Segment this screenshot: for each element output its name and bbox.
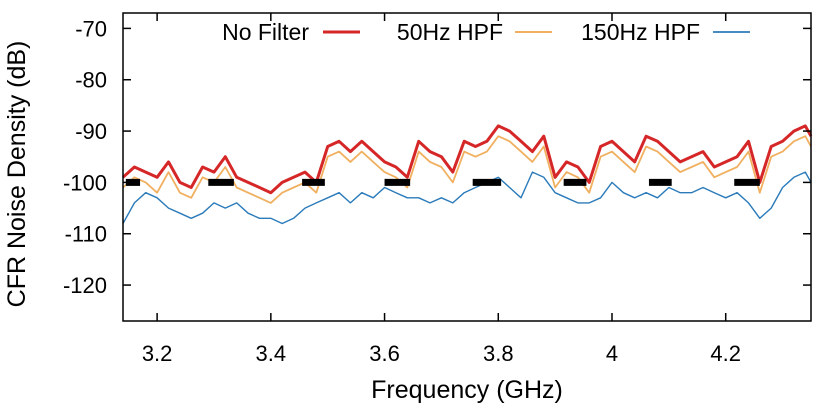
x-tick-label: 3.4 [256,341,287,366]
x-axis: 3.2 3.4 3.6 3.8 4 4.2 [142,13,741,366]
legend-label-50hz-hpf: 50Hz HPF [397,19,503,45]
y-tick-label: -110 [65,222,107,247]
x-tick-label: 4.2 [710,341,741,366]
y-tick-label: -80 [75,68,107,93]
y-tick-label: -70 [75,16,107,41]
x-tick-label: 3.6 [369,341,400,366]
plot-area [121,124,813,225]
legend: No Filter 50Hz HPF 150Hz HPF [222,19,750,45]
y-tick-label: -120 [63,273,107,298]
y-axis-title: CFR Noise Density (dB) [3,41,31,308]
y-axis: -120 -110 -100 -90 -80 -70 [63,16,811,298]
x-axis-title: Frequency (GHz) [371,376,563,404]
series-line-no-filter [121,124,813,195]
y-tick-label: -90 [75,119,107,144]
series-line-50hz-hpf [122,135,812,204]
plot-frame [122,12,812,322]
series-line-150hz-hpf [122,171,812,225]
x-tick-label: 3.8 [483,341,514,366]
series-lines [121,124,813,225]
x-tick-label: 4 [606,341,618,366]
y-tick-label: -100 [63,170,107,195]
legend-label-no-filter: No Filter [222,19,309,45]
legend-label-150hz-hpf: 150Hz HPF [581,19,700,45]
x-tick-label: 3.2 [142,341,173,366]
